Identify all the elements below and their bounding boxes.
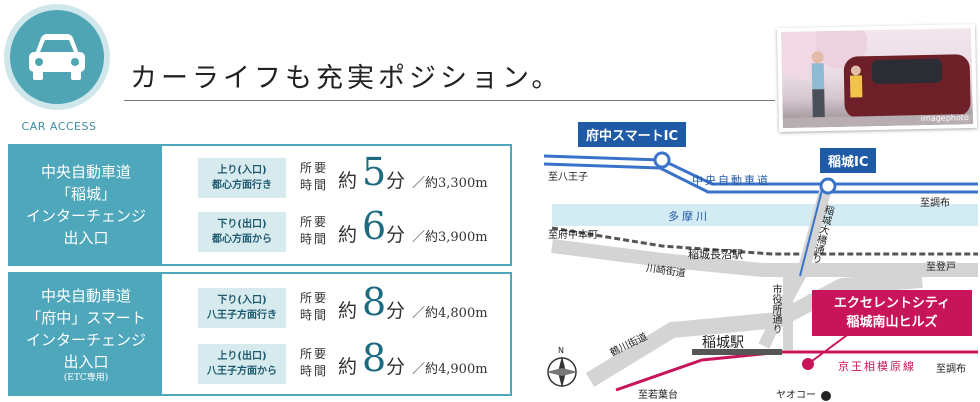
time-label: 所要 時間 bbox=[300, 215, 329, 246]
photo-illustration bbox=[781, 28, 973, 128]
compass-icon bbox=[546, 356, 578, 388]
map-label-hachioji: 至八王子 bbox=[548, 172, 588, 183]
property-name-line: エクセレントシティ bbox=[833, 296, 951, 311]
map-canvas bbox=[543, 151, 978, 401]
map-label-river: 多摩川 bbox=[668, 210, 710, 223]
minutes-value: 5 bbox=[362, 150, 387, 194]
route-title-line: 出入口 bbox=[63, 229, 109, 247]
direction-badge: 下り(入口) 八王子方面行き bbox=[198, 288, 286, 328]
distance-value: ／約3,900m bbox=[412, 230, 488, 245]
route-title-line: 中央自動車道 bbox=[40, 286, 131, 305]
map-label-inagi-ic: 稲城IC bbox=[820, 148, 877, 173]
car-access-icon bbox=[4, 4, 110, 110]
time-label: 所要 時間 bbox=[300, 347, 329, 378]
minutes-value: 6 bbox=[362, 204, 387, 248]
map-label-expressway: 中央自動車道 bbox=[692, 174, 770, 187]
photo-image bbox=[781, 28, 973, 128]
approx-label: 約 bbox=[338, 224, 358, 246]
route-entry: 上り(出口) 八王子方面から 所要 時間 約 8 分 ／約4,900m bbox=[194, 336, 508, 388]
distance-value: ／約3,300m bbox=[412, 176, 488, 191]
route-title: 中央自動車道 「稲城」 インターチェンジ 出入口 bbox=[10, 146, 162, 264]
map-label-chofu-top: 至調布 bbox=[920, 198, 950, 209]
route-fuchu-smart-ic: 中央自動車道 「府中」スマート インターチェンジ 出入口 (ETC専用) 下り(… bbox=[8, 272, 512, 396]
minutes-unit: 分 bbox=[386, 300, 406, 322]
approx-label: 約 bbox=[338, 356, 358, 378]
title-divider bbox=[124, 100, 775, 101]
minutes-unit: 分 bbox=[386, 170, 406, 192]
route-title-line: 中央自動車道 bbox=[40, 163, 131, 181]
route-title-line: 「府中」スマート bbox=[26, 308, 146, 327]
route-title-line: 出入口 bbox=[63, 352, 109, 371]
approx-label: 約 bbox=[338, 170, 358, 192]
map-label-chofu-bottom: 至調布 bbox=[936, 364, 966, 375]
badge-line: 下り(出口) bbox=[217, 219, 267, 230]
badge-line: 都心方面から bbox=[212, 234, 272, 245]
badge-line: 上り(入口) bbox=[217, 165, 267, 176]
etc-note: (ETC専用) bbox=[63, 372, 109, 383]
route-title: 中央自動車道 「府中」スマート インターチェンジ 出入口 (ETC専用) bbox=[10, 274, 162, 394]
distance-value: ／約4,800m bbox=[412, 306, 488, 321]
route-entry: 上り(入口) 都心方面行き 所要 時間 約 5 分 ／約3,300m bbox=[194, 150, 508, 202]
time-label: 所要 時間 bbox=[300, 161, 329, 192]
badge-line: 八王子方面行き bbox=[207, 310, 277, 321]
map-label-shiyakusho-dori: 市役所通り bbox=[770, 284, 781, 334]
page-title: カーライフも充実ポジション。 bbox=[130, 63, 563, 94]
minutes-unit: 分 bbox=[386, 356, 406, 378]
minutes-value: 8 bbox=[362, 336, 387, 380]
route-entry: 下り(入口) 八王子方面行き 所要 時間 約 8 分 ／約4,800m bbox=[194, 280, 508, 332]
approx-label: 約 bbox=[338, 300, 358, 322]
badge-line: 上り(出口) bbox=[217, 351, 267, 362]
compass-north-label: N bbox=[558, 346, 564, 355]
route-title-line: インターチェンジ bbox=[25, 330, 146, 349]
map-label-fuchuhoncho: 至府中本町 bbox=[548, 230, 598, 241]
badge-line: 下り(入口) bbox=[217, 295, 267, 306]
car-access-label: CAR ACCESS bbox=[21, 120, 97, 133]
map-label-inagi-station: 稲城駅 bbox=[702, 335, 744, 351]
direction-badge: 上り(入口) 都心方面行き bbox=[198, 158, 286, 198]
route-title-line: インターチェンジ bbox=[25, 207, 146, 225]
family-photo: imagephoto bbox=[776, 23, 978, 133]
property-name-line: 稲城南山ヒルズ bbox=[846, 315, 938, 330]
map-label-inagi-naganuma: 稲城長沼駅 bbox=[688, 248, 743, 261]
minutes-unit: 分 bbox=[386, 224, 406, 246]
car-icon bbox=[29, 34, 85, 80]
route-entry: 下り(出口) 都心方面から 所要 時間 約 6 分 ／約3,900m bbox=[194, 204, 508, 256]
map-label-fuchu-ic: 府中スマートIC bbox=[578, 122, 686, 147]
route-inagi-ic: 中央自動車道 「稲城」 インターチェンジ 出入口 上り(入口) 都心方面行き 所… bbox=[8, 144, 512, 266]
direction-badge: 上り(出口) 八王子方面から bbox=[198, 344, 286, 384]
badge-line: 都心方面行き bbox=[212, 180, 272, 191]
route-title-line: 「稲城」 bbox=[55, 185, 116, 203]
map-label-keio-line: 京王相模原線 bbox=[838, 360, 916, 373]
map-label-wakabadai: 至若葉台 bbox=[638, 390, 678, 401]
map-label-yaokoo: ヤオコー bbox=[776, 390, 816, 401]
distance-value: ／約4,900m bbox=[412, 362, 488, 377]
badge-line: 八王子方面から bbox=[207, 366, 277, 377]
time-label: 所要 時間 bbox=[300, 291, 329, 322]
property-label: エクセレントシティ 稲城南山ヒルズ bbox=[812, 290, 972, 336]
minutes-value: 8 bbox=[362, 280, 387, 324]
access-map: 府中スマートIC 稲城IC 至八王子 至調布 中央自動車道 多摩川 至府中本町 … bbox=[542, 120, 978, 402]
direction-badge: 下り(出口) 都心方面から bbox=[198, 212, 286, 252]
map-label-noboto: 至登戸 bbox=[926, 262, 956, 273]
